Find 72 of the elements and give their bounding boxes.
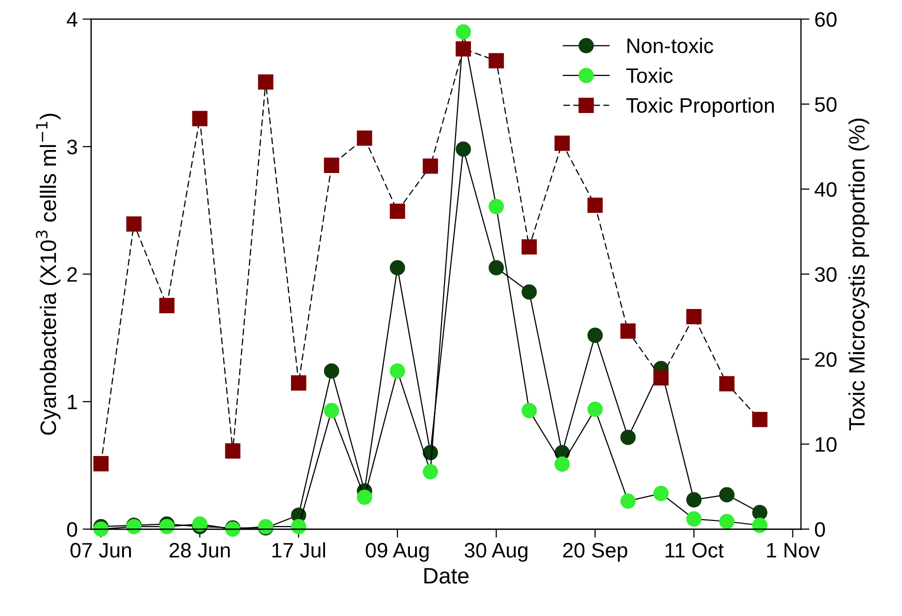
point [456, 41, 471, 56]
x-tick-label: 07 Jun [70, 542, 131, 558]
legend-label: Non-toxic [627, 38, 714, 54]
point [653, 370, 669, 386]
point [522, 284, 537, 300]
y2-tick-label: 50 [815, 97, 837, 112]
point [290, 518, 306, 534]
point [456, 142, 471, 157]
y2-tick-label: 20 [815, 352, 837, 367]
point [159, 298, 175, 314]
point [587, 328, 603, 343]
legend-label: Toxic Proportion [626, 98, 774, 117]
point [324, 158, 340, 173]
x-tick-label: 11 Oct [666, 542, 724, 558]
point [653, 486, 669, 502]
y-tick-label: 0 [67, 522, 78, 537]
point [719, 487, 734, 502]
y2-tick-label: 0 [814, 522, 825, 537]
x-tick-label: 20 Sep [563, 542, 628, 562]
point [554, 136, 570, 151]
point [225, 443, 240, 459]
point [390, 260, 406, 276]
point [554, 456, 570, 472]
y2-tick-label: 30 [814, 267, 837, 282]
y2-tick-label: 60 [815, 12, 837, 27]
y2-tick-label: 40 [814, 182, 837, 197]
x-tick-label: 1 Nov [767, 543, 820, 558]
y-tick-label: 4 [66, 12, 78, 27]
point [422, 464, 438, 480]
point [390, 204, 406, 219]
point [356, 130, 372, 146]
point [258, 74, 274, 90]
point [620, 323, 636, 339]
point [686, 492, 702, 508]
point [522, 402, 537, 418]
y-tick-label: 3 [67, 140, 77, 154]
point [686, 511, 702, 527]
point [290, 375, 306, 391]
point [356, 490, 372, 505]
x-tick-label: 17 Jul [272, 542, 326, 558]
x-axis-title: Date [424, 568, 469, 584]
point [456, 24, 471, 40]
y-tick-label: 1 [68, 394, 77, 410]
point [488, 198, 504, 214]
point [752, 518, 768, 533]
y2-axis-title: Toxic Microcystis proportion (%) [848, 118, 870, 430]
point [719, 514, 734, 530]
point [93, 456, 109, 472]
point [488, 260, 504, 276]
x-tick-label: 30 Aug [464, 542, 528, 562]
point [522, 239, 537, 255]
y2-tick-label: 10 [816, 437, 837, 452]
point [192, 110, 208, 126]
point [324, 402, 340, 418]
point [620, 493, 636, 509]
x-tick-label: 09 Aug [366, 542, 429, 562]
point [488, 53, 504, 68]
point [587, 402, 603, 417]
point [390, 363, 406, 379]
point [587, 198, 603, 213]
point [752, 412, 768, 428]
x-tick-label: 28 Jun [170, 542, 230, 558]
point [126, 216, 142, 232]
point [422, 158, 438, 174]
point [719, 376, 734, 392]
point [324, 363, 340, 379]
y-axis-title: Cyanobacteria (X10$^{3}$ cellls ml$^{−1}$) [36, 114, 61, 435]
y-tick-label: 2 [67, 267, 77, 282]
point [752, 504, 768, 520]
point [686, 308, 702, 324]
point [620, 430, 636, 445]
legend-label: Toxic [626, 68, 673, 83]
